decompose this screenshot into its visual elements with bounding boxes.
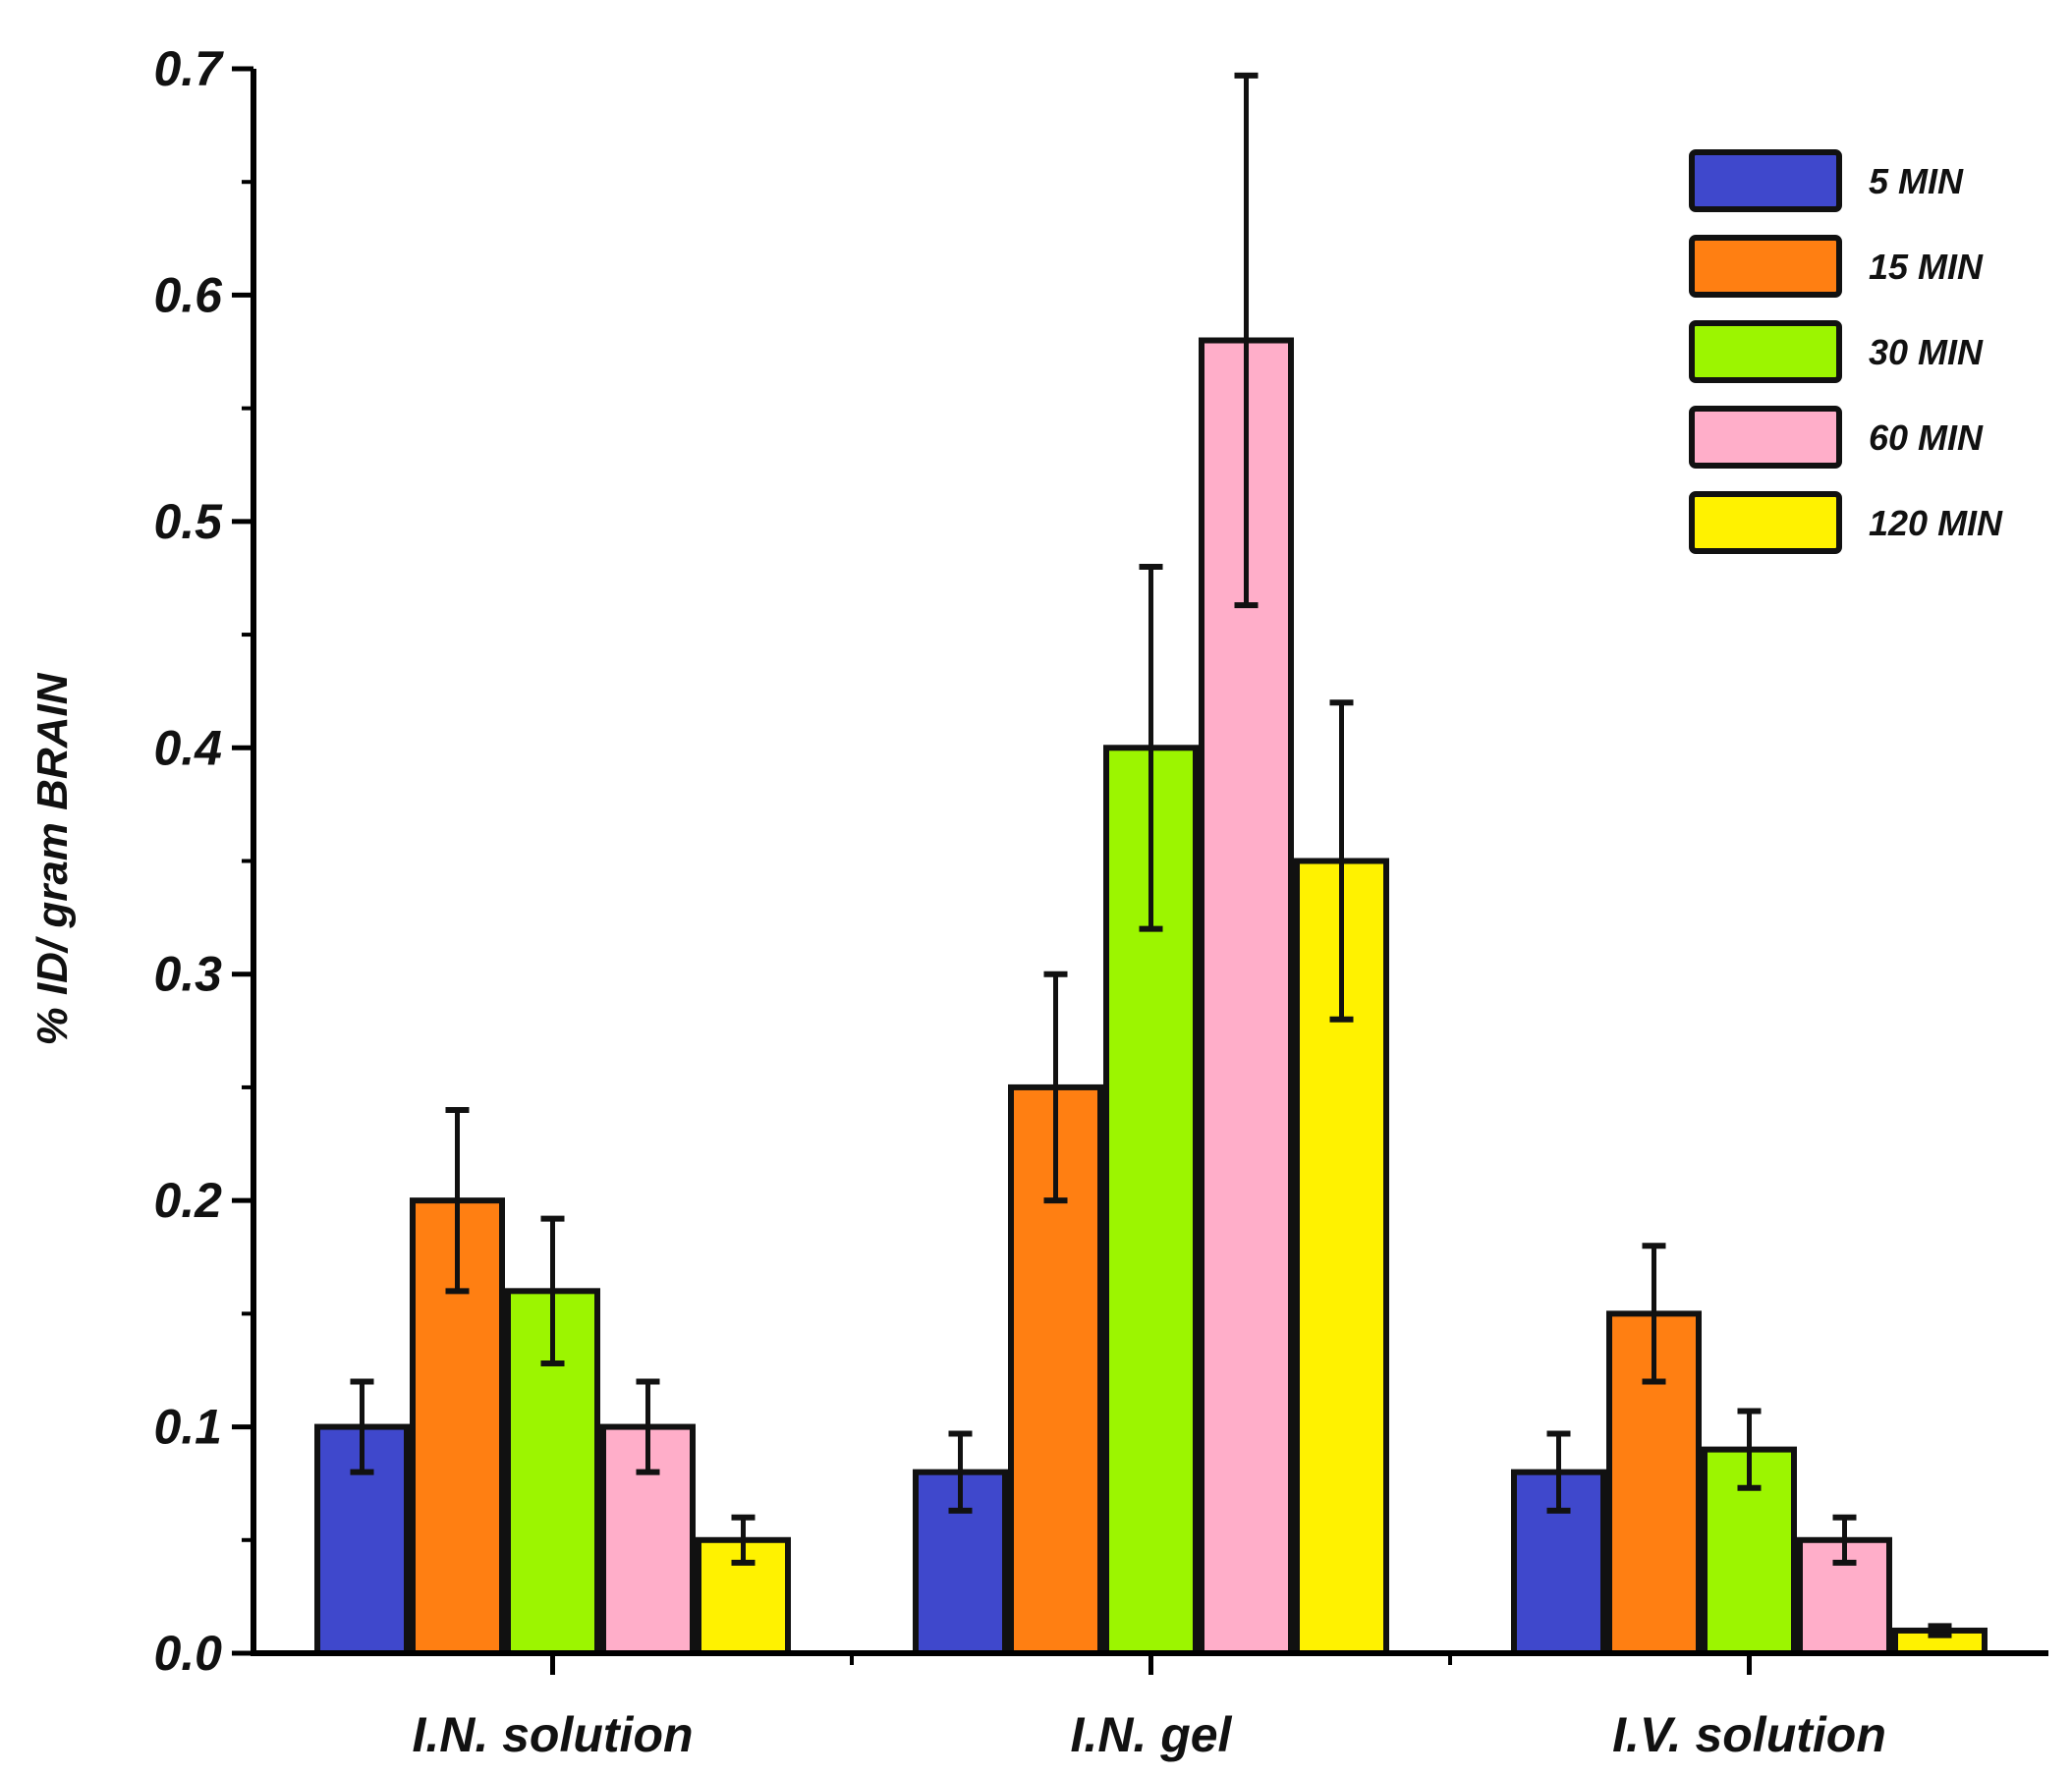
legend-label: 120 MIN — [1869, 503, 2003, 543]
legend-swatch — [1689, 406, 1842, 469]
x-category-label: I.N. solution — [412, 1707, 693, 1762]
x-category-label: I.V. solution — [1612, 1707, 1886, 1762]
x-category-label: I.N. gel — [1071, 1707, 1233, 1762]
y-tick-label: 0.5 — [153, 494, 223, 549]
legend-swatch — [1689, 320, 1842, 383]
legend-label: 60 MIN — [1869, 417, 1984, 458]
legend-label: 30 MIN — [1869, 332, 1984, 372]
bar-60-min — [600, 1423, 696, 1656]
error-bars-top — [350, 72, 1952, 1638]
legend-swatch — [1689, 491, 1842, 554]
legend-swatch — [1689, 235, 1842, 298]
y-tick-label: 0.4 — [153, 720, 222, 775]
y-tick-label: 0.7 — [153, 41, 224, 96]
y-axis-title: % ID/ gram BRAIN — [28, 672, 77, 1045]
legend-label: 15 MIN — [1869, 247, 1984, 287]
legend-label: 5 MIN — [1869, 161, 1964, 201]
axes: 0.0 0.1 0.2 0.3 0.4 0.5 0.6 0.7 I.N. solution I.N… — [153, 41, 2048, 1762]
legend-swatch — [1689, 149, 1842, 212]
y-tick-label: 0.2 — [153, 1173, 222, 1228]
legend: 5 MIN 15 MIN 30 MIN 60 MIN 120 MIN — [1689, 149, 2003, 554]
y-tick-label: 0.0 — [153, 1626, 222, 1681]
y-tick-label: 0.3 — [153, 947, 222, 1002]
y-tick-label: 0.1 — [153, 1400, 222, 1455]
y-tick-label: 0.6 — [153, 267, 223, 322]
